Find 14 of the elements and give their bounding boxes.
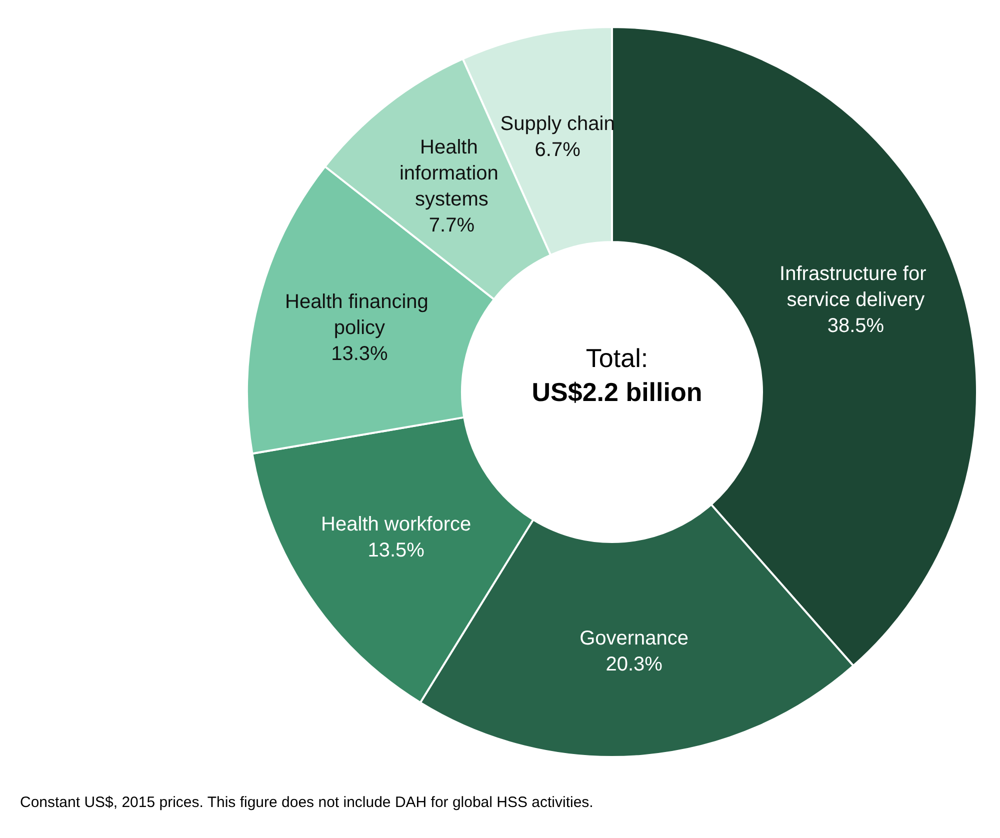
data-label: 20.3% — [606, 654, 663, 676]
slice-label: Health financing policy — [284, 291, 434, 340]
slice-label: Governance — [580, 628, 689, 650]
data-label: 13.5% — [368, 540, 425, 562]
data-label: 13.3% — [331, 343, 388, 366]
slice-label: Health information systems — [399, 136, 504, 211]
text: Constant US$, 2015 prices. This figure does not include DAH for global HSS activities. — [20, 794, 594, 811]
slice-label: Infrastructure for service delivery — [780, 262, 932, 311]
data-label: 38.5% — [827, 314, 884, 337]
data-label: 6.7% — [534, 139, 581, 162]
text: Total: — [586, 343, 648, 373]
text: US$2.2 billion — [532, 377, 702, 407]
slice-label: Health workforce — [321, 514, 472, 536]
data-label: 7.7% — [428, 214, 475, 237]
